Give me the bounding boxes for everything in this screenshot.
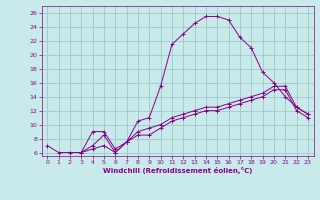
X-axis label: Windchill (Refroidissement éolien,°C): Windchill (Refroidissement éolien,°C) [103, 167, 252, 174]
